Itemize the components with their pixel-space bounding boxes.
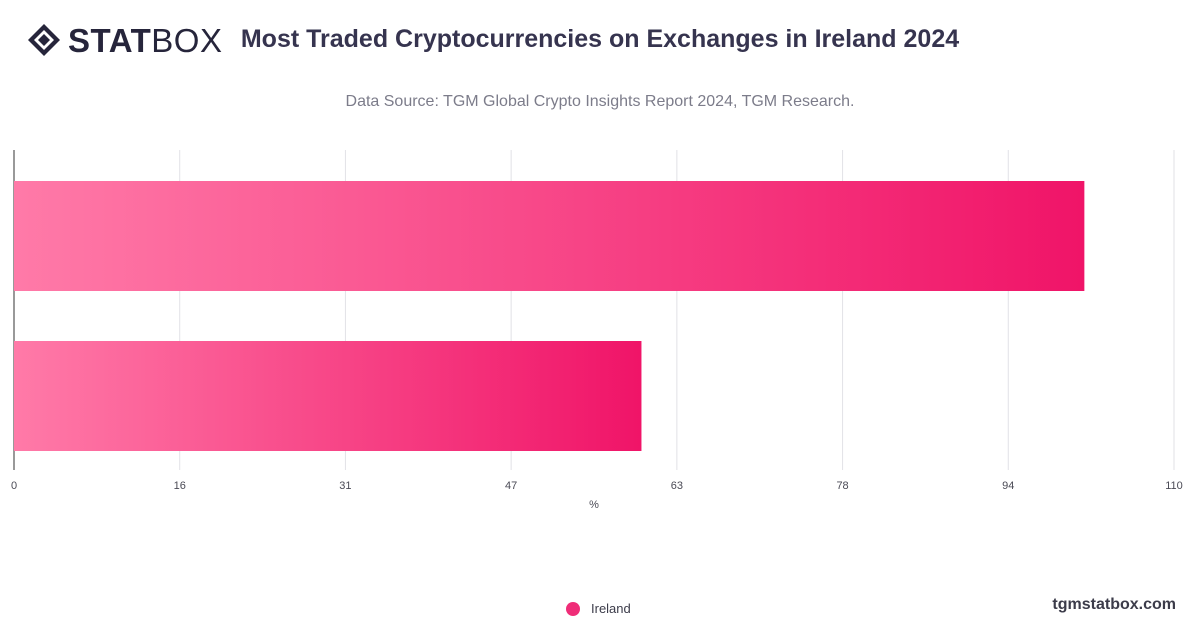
bar (14, 341, 642, 451)
x-tick-label: 47 (505, 480, 517, 492)
chart-title: Most Traded Cryptocurrencies on Exchange… (240, 25, 960, 53)
logo-text: STATBOX (68, 24, 222, 57)
legend-label: Ireland (591, 601, 631, 616)
x-tick-label: 0 (11, 480, 17, 492)
x-axis-label: % (589, 499, 599, 511)
chart-subtitle: Data Source: TGM Global Crypto Insights … (345, 93, 855, 110)
diamond-logo-icon (28, 24, 60, 56)
bar (14, 181, 1085, 291)
x-tick-label: 78 (836, 480, 848, 492)
legend[interactable]: Ireland (566, 601, 631, 616)
footer-site[interactable]: tgmstatbox.com (1052, 596, 1176, 613)
x-tick-label: 63 (671, 480, 683, 492)
x-tick-label: 31 (339, 480, 351, 492)
logo-text-bold: STAT (68, 21, 152, 59)
logo: STATBOX (26, 22, 222, 58)
x-tick-label: 16 (174, 480, 186, 492)
x-tick-label: 110 (1165, 480, 1183, 492)
legend-marker (566, 601, 580, 616)
logo-text-light: BOX (151, 21, 223, 59)
x-tick-label: 94 (1002, 480, 1014, 492)
